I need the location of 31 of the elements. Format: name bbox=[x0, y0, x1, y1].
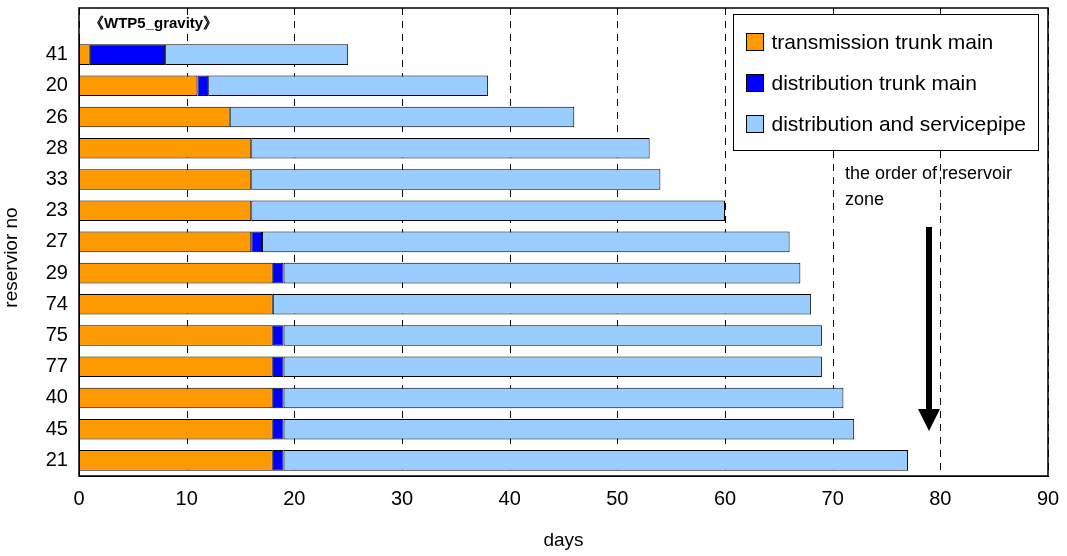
annotation: the order of reservoir zone bbox=[845, 162, 1014, 211]
x-tick-label: 10 bbox=[175, 486, 198, 509]
x-axis-title: days bbox=[543, 528, 584, 550]
y-tick-label: 26 bbox=[45, 104, 68, 127]
x-tick-label: 70 bbox=[821, 486, 844, 509]
x-tick-label: 90 bbox=[1036, 486, 1060, 509]
y-tick-label: 33 bbox=[45, 166, 68, 189]
x-tick-label: 20 bbox=[283, 486, 306, 509]
legend-label: distribution and servicepipe bbox=[771, 111, 1026, 136]
y-tick-label: 77 bbox=[45, 354, 68, 377]
legend-label: transmission trunk main bbox=[771, 29, 994, 54]
x-tick-label: 30 bbox=[390, 486, 414, 509]
y-tick-label: 23 bbox=[45, 198, 68, 221]
x-tick-label: 40 bbox=[498, 486, 521, 509]
y-tick-label: 45 bbox=[45, 416, 68, 439]
y-tick-label: 28 bbox=[45, 135, 68, 158]
x-tick-label: 80 bbox=[929, 486, 952, 509]
y-tick-label: 29 bbox=[45, 260, 68, 283]
y-tick-label: 21 bbox=[45, 447, 68, 470]
y-axis-title: reservior no bbox=[0, 207, 21, 308]
x-tick-label: 0 bbox=[73, 486, 85, 509]
y-tick-label: 27 bbox=[45, 229, 68, 252]
y-tick-label: 75 bbox=[45, 323, 68, 346]
chart-title: 《WTP5_gravity》 bbox=[89, 14, 219, 32]
x-tick-label: 50 bbox=[606, 486, 629, 509]
y-tick-label: 41 bbox=[45, 42, 68, 65]
y-tick-label: 40 bbox=[45, 385, 68, 408]
y-tick-label: 74 bbox=[45, 291, 68, 314]
legend-label: distribution trunk main bbox=[771, 70, 977, 95]
y-tick-label: 20 bbox=[45, 73, 68, 96]
x-tick-label: 60 bbox=[713, 486, 737, 509]
